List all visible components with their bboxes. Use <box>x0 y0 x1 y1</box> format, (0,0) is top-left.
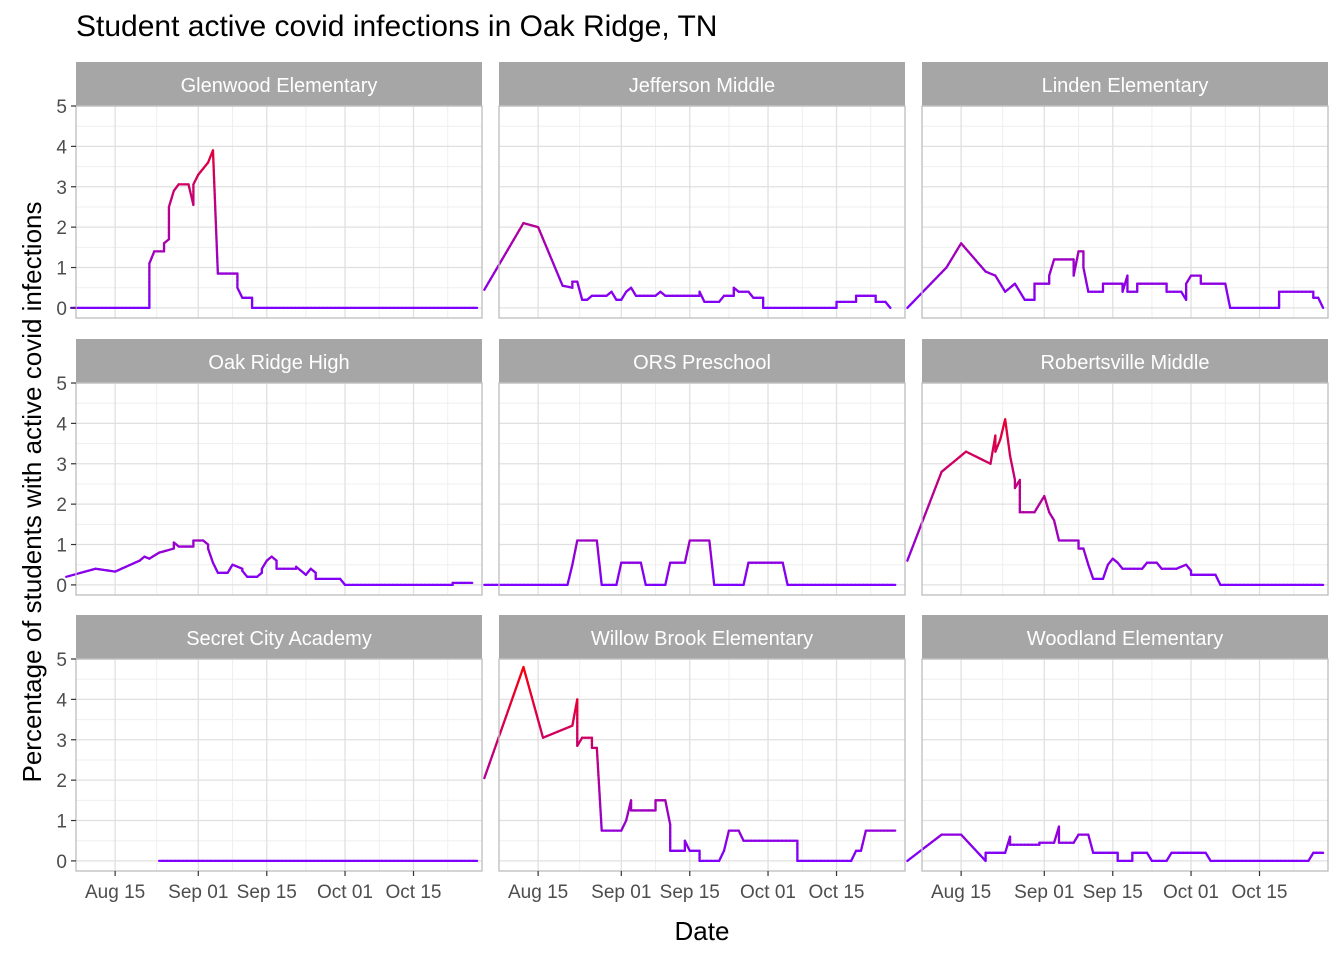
facet-strip-label: Robertsville Middle <box>1041 352 1210 374</box>
x-tick-label: Aug 15 <box>508 882 568 903</box>
y-tick-label: 2 <box>56 218 67 239</box>
y-tick-label: 5 <box>56 650 67 671</box>
y-axis-title: Percentage of students with active covid… <box>17 202 47 783</box>
series-line <box>483 665 897 863</box>
y-tick-label: 5 <box>56 374 67 395</box>
y-tick-label: 3 <box>56 731 67 752</box>
facet-panel: Oak Ridge High 0 1 2 3 4 5 <box>56 339 483 597</box>
facet-strip-label: Oak Ridge High <box>208 352 349 374</box>
x-axis-title: Date <box>675 916 730 946</box>
facet-strip <box>499 62 905 106</box>
facet-panel: Glenwood Elementary 0 1 2 3 4 5 <box>56 62 483 320</box>
x-tick-label: Sep 15 <box>237 882 297 903</box>
panel-border <box>75 105 483 319</box>
panel-background <box>76 106 482 318</box>
facet-strip-label: Jefferson Middle <box>629 75 775 97</box>
panel-border <box>921 382 1329 596</box>
y-tick-label: 4 <box>56 414 67 435</box>
facet-panel: Secret City Academy 0 1 2 3 4 5 Aug 15 Sep 01 Sep… <box>56 615 483 903</box>
panel-border <box>498 382 906 596</box>
x-tick-label: Aug 15 <box>931 882 991 903</box>
x-tick-label: Sep 15 <box>660 882 720 903</box>
x-tick-label: Oct 15 <box>386 882 442 903</box>
line-segment <box>886 303 892 310</box>
line-segment <box>1320 303 1325 310</box>
facet-panel: Jefferson Middle <box>483 62 906 319</box>
facet-panel: Robertsville Middle <box>906 339 1329 596</box>
y-tick-label: 0 <box>56 852 67 873</box>
facet-strip <box>922 62 1328 106</box>
x-tick-label: Sep 01 <box>591 882 651 903</box>
facet-panel: Linden Elementary <box>906 62 1329 319</box>
facet-panel: Woodland Elementary Aug 15 Sep 01 Sep 15 Oct… <box>906 615 1329 903</box>
chart-title: Student active covid infections in Oak R… <box>76 10 718 43</box>
x-tick-label: Aug 15 <box>85 882 145 903</box>
series-line <box>483 221 892 310</box>
facet-strip <box>499 339 905 383</box>
x-tick-label: Oct 15 <box>809 882 865 903</box>
facet-panel: Willow Brook Elementary Aug 15 Sep 01 Sep 1… <box>483 615 906 903</box>
y-tick-label: 1 <box>56 536 67 557</box>
facet-strip <box>499 615 905 659</box>
facet-panel: ORS Preschool <box>483 339 906 596</box>
facet-strip <box>76 62 482 106</box>
x-tick-label: Oct 01 <box>317 882 373 903</box>
facet-strip <box>922 615 1328 659</box>
series-line <box>906 418 1325 587</box>
y-tick-label: 0 <box>56 299 67 320</box>
x-tick-label: Sep 01 <box>168 882 228 903</box>
facet-strip-label: Woodland Elementary <box>1027 628 1223 650</box>
x-tick-label: Oct 01 <box>1163 882 1219 903</box>
series-line <box>69 149 479 310</box>
y-tick-label: 4 <box>56 690 67 711</box>
panel-background <box>922 383 1328 595</box>
panel-border <box>921 105 1329 319</box>
y-tick-label: 2 <box>56 771 67 792</box>
x-tick-label: Oct 15 <box>1232 882 1288 903</box>
panel-background <box>499 106 905 318</box>
panel-background <box>76 383 482 595</box>
y-tick-label: 2 <box>56 495 67 516</box>
panel-border <box>75 658 483 872</box>
gridlines <box>922 382 1328 595</box>
panel-background <box>922 659 1328 871</box>
gridlines <box>76 382 482 595</box>
y-tick-label: 1 <box>56 812 67 833</box>
facet-strip <box>76 615 482 659</box>
y-tick-label: 5 <box>56 97 67 118</box>
facet-strip-label: Linden Elementary <box>1042 75 1209 97</box>
facet-strip-label: Willow Brook Elementary <box>591 628 813 650</box>
x-tick-label: Sep 01 <box>1014 882 1074 903</box>
x-tick-label: Oct 01 <box>740 882 796 903</box>
gridlines <box>499 658 905 871</box>
facet-strip <box>76 339 482 383</box>
panel-background <box>76 659 482 871</box>
y-tick-label: 3 <box>56 178 67 199</box>
y-tick-label: 1 <box>56 259 67 280</box>
facet-strip-label: ORS Preschool <box>633 352 771 374</box>
panel-border <box>498 658 906 872</box>
series-line <box>65 539 474 587</box>
series-line <box>483 539 897 587</box>
panel-border <box>498 105 906 319</box>
series-line <box>906 242 1325 310</box>
panel-border <box>75 382 483 596</box>
panel-border <box>921 658 1329 872</box>
y-tick-label: 4 <box>56 137 67 158</box>
x-tick-label: Sep 15 <box>1083 882 1143 903</box>
facet-strip-label: Secret City Academy <box>186 628 372 650</box>
y-tick-label: 3 <box>56 455 67 476</box>
facet-strip <box>922 339 1328 383</box>
series-line <box>906 825 1325 863</box>
panels-layer: Glenwood Elementary 0 1 2 3 4 5 Jefferson Middl… <box>56 62 1329 903</box>
panel-background <box>499 659 905 871</box>
panel-background <box>499 383 905 595</box>
y-tick-label: 0 <box>56 576 67 597</box>
facet-strip-label: Glenwood Elementary <box>181 75 378 97</box>
